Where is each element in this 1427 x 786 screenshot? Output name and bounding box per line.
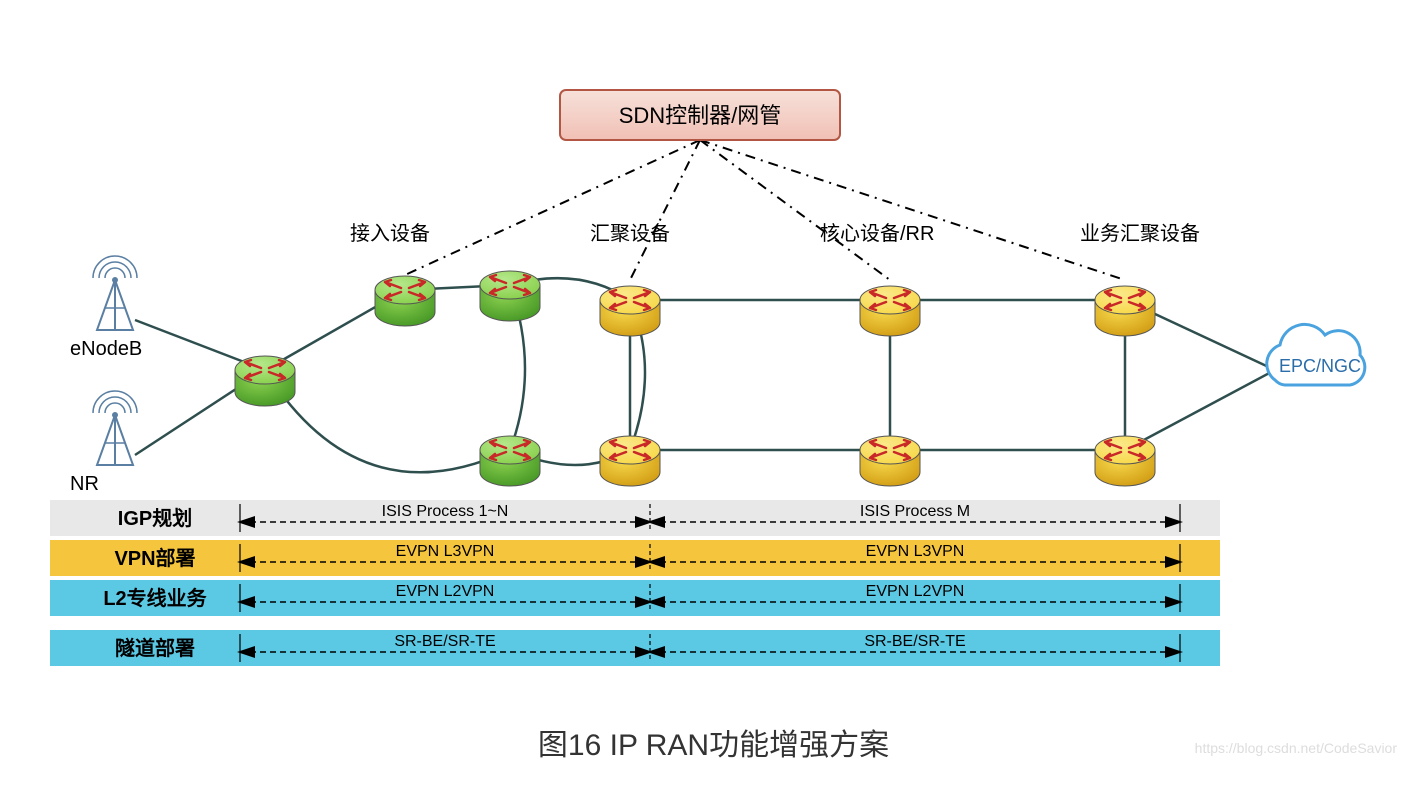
router-core-y6 [1095, 436, 1155, 486]
cloud-label: EPC/NGC [1279, 356, 1361, 376]
protocol-row [50, 540, 1220, 576]
router-access-g1 [235, 356, 295, 406]
router-core-y3 [860, 286, 920, 336]
row-segment-text: EVPN L2VPN [396, 583, 495, 600]
label-core: 核心设备/RR [820, 222, 934, 245]
protocol-row [50, 500, 1220, 536]
row-label: 隧道部署 [115, 636, 195, 660]
router-access-g2 [375, 276, 435, 326]
antenna-icon [93, 391, 137, 465]
control-link [405, 140, 700, 275]
control-link [700, 140, 890, 280]
label-enodeb: eNodeB [70, 338, 142, 360]
protocol-row [50, 630, 1220, 666]
dashed-links [405, 140, 1125, 280]
router-core-y4 [860, 436, 920, 486]
router-core-y1 [600, 286, 660, 336]
router-core-y2 [600, 436, 660, 486]
cloud-icon: EPC/NGC [1267, 324, 1365, 385]
router-core-y5 [1095, 286, 1155, 336]
row-segment-text: SR-BE/SR-TE [864, 633, 965, 650]
label-aggr: 汇聚设备 [590, 222, 670, 245]
label-nr: NR [70, 473, 99, 495]
antenna-icon [93, 256, 137, 330]
router-access-g3 [480, 271, 540, 321]
row-label: IGP规划 [118, 507, 192, 530]
router-access-g4 [480, 436, 540, 486]
label-svc_aggr: 业务汇聚设备 [1080, 222, 1200, 245]
row-segment-text: ISIS Process 1~N [382, 503, 509, 520]
sdn-controller-label: SDN控制器/网管 [619, 103, 782, 128]
row-segment-text: EVPN L2VPN [866, 583, 965, 600]
label-access: 接入设备 [350, 222, 430, 245]
link [1125, 370, 1275, 450]
row-segment-text: SR-BE/SR-TE [394, 633, 495, 650]
control-link [700, 140, 1125, 280]
control-link [630, 140, 700, 280]
row-segment-text: ISIS Process M [860, 503, 970, 520]
row-label: L2专线业务 [103, 586, 207, 610]
row-segment-text: EVPN L3VPN [396, 543, 495, 560]
protocol-row [50, 580, 1220, 616]
watermark-text: https://blog.csdn.net/CodeSavior [1195, 740, 1397, 756]
diagram-svg: SDN控制器/网管 EPC/NGC eNodeB NR 接入设备 汇聚设备 核心设备/RR 业… [20, 20, 1407, 766]
row-segment-text: EVPN L3VPN [866, 543, 965, 560]
link-curve [265, 370, 510, 472]
row-label: VPN部署 [114, 546, 195, 570]
diagram-container: SDN控制器/网管 EPC/NGC eNodeB NR 接入设备 汇聚设备 核心设备/RR 业… [20, 20, 1407, 766]
